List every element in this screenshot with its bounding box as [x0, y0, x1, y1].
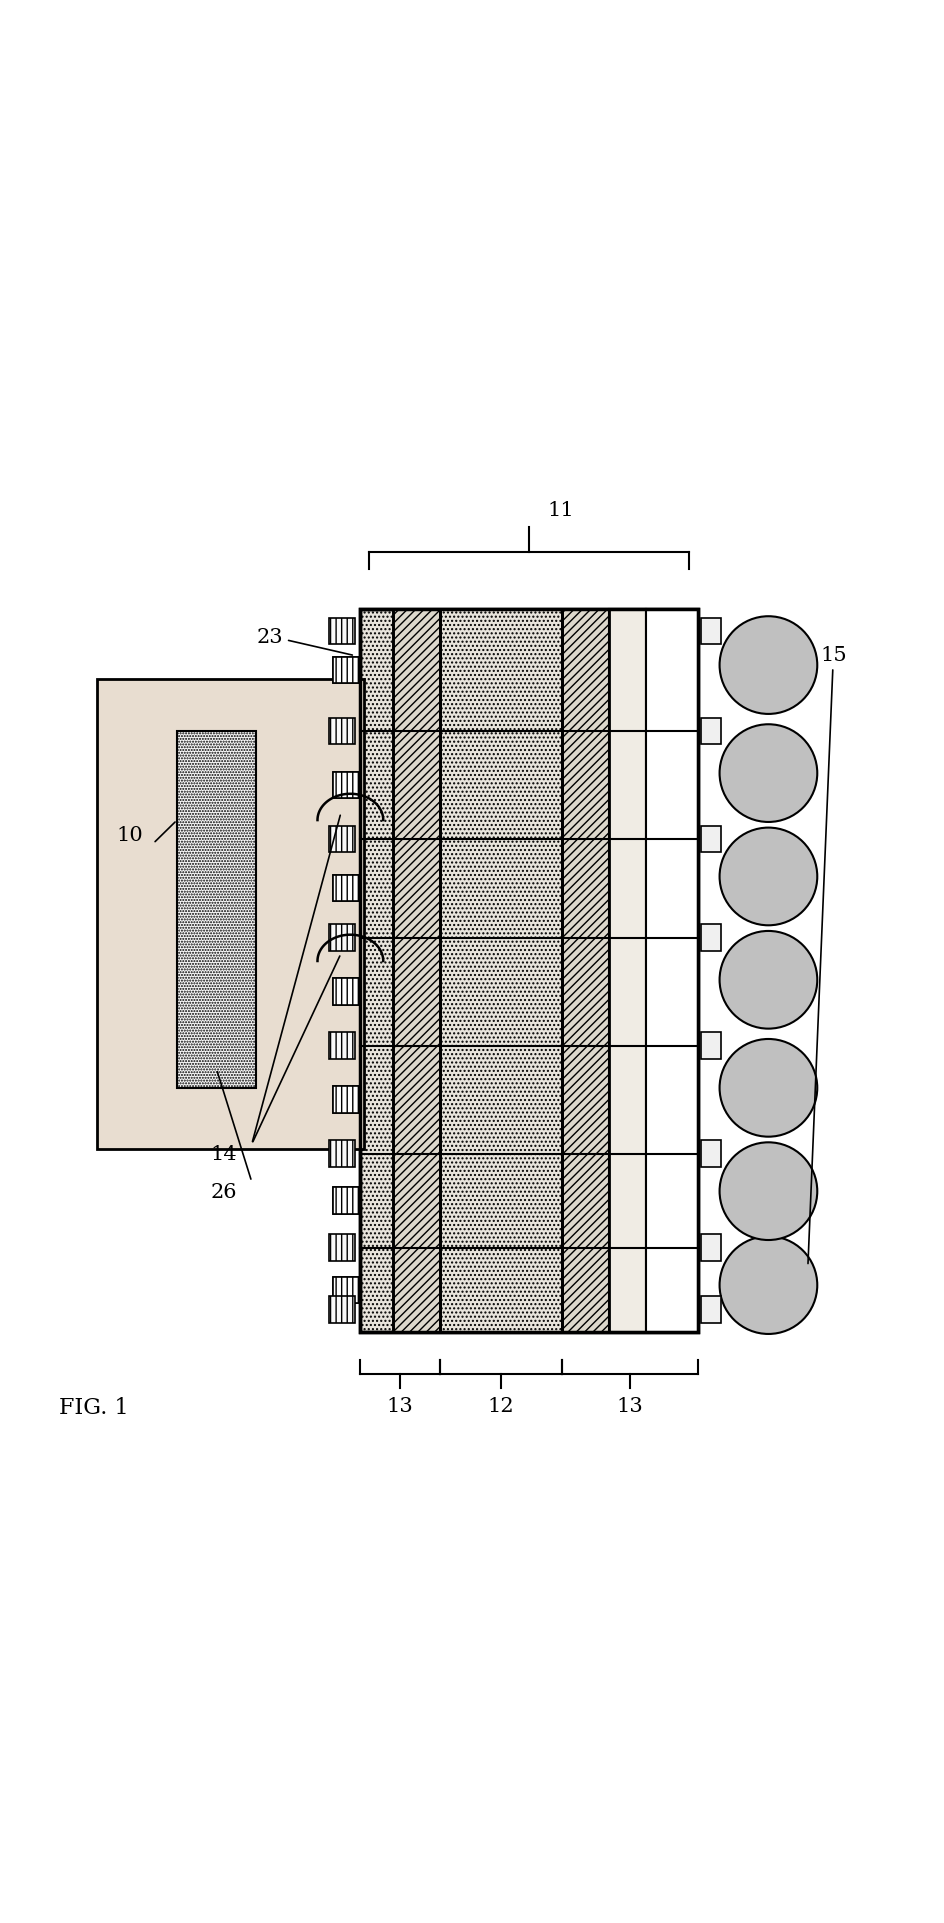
- Text: 14: 14: [210, 1144, 237, 1163]
- Circle shape: [718, 1040, 817, 1136]
- Bar: [700, 719, 720, 744]
- Bar: [329, 1140, 355, 1167]
- Bar: [561, 610, 608, 1333]
- Bar: [333, 1086, 360, 1113]
- Bar: [700, 1235, 720, 1261]
- Bar: [700, 1033, 720, 1060]
- Circle shape: [718, 931, 817, 1029]
- Text: 12: 12: [487, 1396, 514, 1415]
- Bar: [329, 719, 355, 744]
- Bar: [608, 610, 646, 1333]
- Bar: [333, 875, 360, 902]
- Bar: [392, 610, 439, 1333]
- Bar: [333, 1188, 360, 1213]
- Circle shape: [718, 617, 817, 715]
- Text: 13: 13: [615, 1396, 643, 1415]
- Bar: [700, 619, 720, 644]
- Bar: [333, 773, 360, 798]
- Text: 26: 26: [211, 1183, 237, 1202]
- Bar: [700, 925, 720, 952]
- Bar: [439, 610, 561, 1333]
- Text: 15: 15: [807, 646, 846, 1263]
- Text: 23: 23: [256, 627, 352, 656]
- Bar: [333, 1086, 360, 1113]
- Bar: [329, 827, 355, 852]
- Bar: [177, 731, 256, 1088]
- Bar: [333, 658, 360, 683]
- Circle shape: [718, 1142, 817, 1240]
- Bar: [333, 1188, 360, 1213]
- Text: FIG. 1: FIG. 1: [59, 1396, 128, 1419]
- Bar: [329, 619, 355, 644]
- Bar: [360, 610, 698, 1333]
- Bar: [333, 979, 360, 1006]
- Bar: [700, 827, 720, 852]
- Text: 10: 10: [116, 825, 143, 844]
- Bar: [329, 1296, 355, 1323]
- Bar: [700, 1140, 720, 1167]
- Bar: [333, 875, 360, 902]
- Circle shape: [718, 1236, 817, 1335]
- Bar: [333, 773, 360, 798]
- Bar: [360, 610, 698, 1333]
- Bar: [700, 1296, 720, 1323]
- Bar: [329, 925, 355, 952]
- Bar: [96, 681, 364, 1150]
- Bar: [329, 1033, 355, 1060]
- Bar: [333, 1277, 360, 1304]
- Text: 13: 13: [386, 1396, 413, 1415]
- Text: 11: 11: [548, 500, 574, 519]
- Bar: [333, 1277, 360, 1304]
- Bar: [646, 610, 698, 1333]
- Bar: [329, 1235, 355, 1261]
- Bar: [333, 979, 360, 1006]
- Circle shape: [718, 725, 817, 823]
- Circle shape: [718, 829, 817, 925]
- Bar: [333, 658, 360, 683]
